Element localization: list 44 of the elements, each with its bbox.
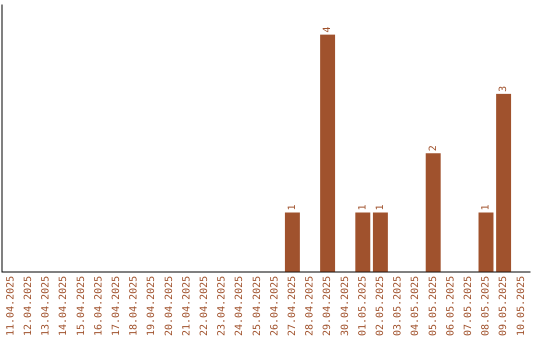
x-tick-label: 25.04.2025	[252, 276, 263, 336]
x-tick-label: 07.05.2025	[462, 276, 474, 336]
x-tick-label: 12.04.2025	[22, 276, 34, 336]
x-tick-label: 04.05.2025	[410, 276, 422, 336]
x-tick-label: 15.04.2025	[76, 276, 87, 336]
x-tick-label: 19.04.2025	[146, 276, 158, 336]
x-tick-label: 23.04.2025	[216, 276, 228, 336]
bar	[478, 212, 494, 272]
x-tick-label: 29.04.2025	[322, 276, 334, 336]
x-tick-label: 08.05.2025	[480, 276, 492, 336]
x-tick-label: 22.04.2025	[198, 276, 210, 336]
x-tick-label: 02.05.2025	[374, 276, 386, 336]
x-tick-label: 26.04.2025	[269, 276, 280, 336]
bar	[372, 212, 388, 272]
x-tick-label: 01.05.2025	[357, 276, 368, 336]
data-label: 1	[286, 204, 298, 211]
x-tick-label: 27.04.2025	[286, 276, 298, 336]
data-label: 1	[480, 204, 492, 211]
data-label: 1	[357, 204, 368, 211]
x-tick-label: 03.05.2025	[392, 276, 404, 336]
data-label: 1	[374, 204, 386, 211]
x-tick-label: 30.04.2025	[340, 276, 351, 336]
bar	[284, 212, 300, 272]
data-label: 3	[498, 86, 510, 92]
data-label: 2	[428, 145, 439, 152]
x-tick-label: 10.05.2025	[516, 276, 527, 336]
x-tick-label: 05.05.2025	[428, 276, 439, 336]
data-label: 4	[322, 26, 334, 33]
x-tick-label: 14.04.2025	[58, 276, 70, 336]
x-tick-label: 16.04.2025	[93, 276, 104, 336]
x-tick-label: 09.05.2025	[498, 276, 510, 336]
x-tick-label: 28.04.2025	[304, 276, 316, 336]
x-tick-label: 11.04.2025	[5, 276, 16, 336]
x-tick-label: 17.04.2025	[110, 276, 122, 336]
x-tick-label: 20.04.2025	[164, 276, 175, 336]
bar	[355, 212, 370, 272]
x-tick-label: 13.04.2025	[40, 276, 52, 336]
x-tick-label: 21.04.2025	[181, 276, 192, 336]
x-tick-label: 06.05.2025	[445, 276, 456, 336]
x-tick-label: 18.04.2025	[128, 276, 140, 336]
bar	[426, 153, 441, 272]
x-tick-label: 24.04.2025	[234, 276, 246, 336]
bar	[320, 34, 336, 272]
bar	[496, 94, 512, 272]
